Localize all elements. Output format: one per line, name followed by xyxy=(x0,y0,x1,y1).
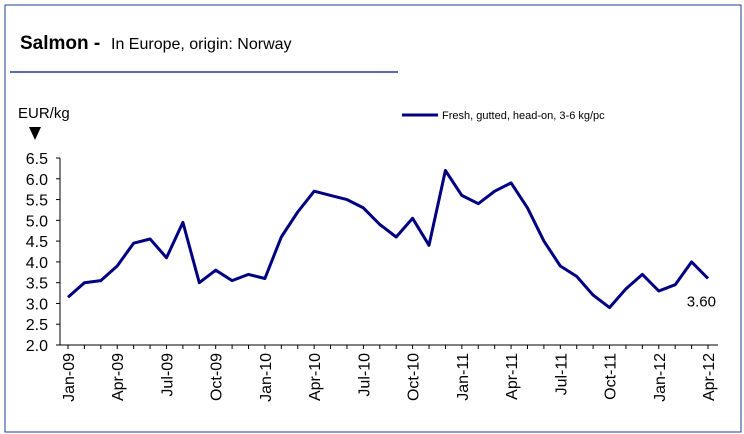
y-tick-label: 6.0 xyxy=(26,172,48,189)
x-tick-label: Jul-09 xyxy=(159,353,176,397)
y-axis-label: EUR/kg xyxy=(18,105,70,122)
x-tick-label: Jan-11 xyxy=(455,353,472,401)
y-tick-label: 5.5 xyxy=(26,193,48,210)
y-tick-label: 4.5 xyxy=(26,234,48,251)
y-tick-label: 3.0 xyxy=(26,296,48,313)
x-tick-label: Jan-10 xyxy=(258,353,275,402)
y-tick-label: 2.0 xyxy=(26,338,48,355)
data-line xyxy=(67,169,710,310)
data-label: 3.60 xyxy=(687,294,716,311)
x-tick-label: Apr-11 xyxy=(504,353,521,400)
y-tick-label: 6.5 xyxy=(26,151,48,168)
x-tick-label: Jan-12 xyxy=(652,353,669,402)
y-tick-label: 2.5 xyxy=(26,317,48,334)
chart-subtitle: In Europe, origin: Norway xyxy=(111,36,292,53)
x-tick-label: Jan-09 xyxy=(61,353,78,402)
x-tick-label: Apr-10 xyxy=(307,353,324,401)
x-tick-label: Jul-10 xyxy=(356,353,373,397)
y-tick-label: 3.5 xyxy=(26,276,48,293)
x-tick-label: Oct-09 xyxy=(209,353,226,401)
x-tick-label: Oct-10 xyxy=(406,353,423,401)
legend-label: Fresh, gutted, head-on, 3-6 kg/pc xyxy=(442,110,605,122)
y-tick-label: 4.0 xyxy=(26,255,48,272)
chart-title: Salmon - xyxy=(20,33,100,54)
x-tick-label: Jul-11 xyxy=(553,353,570,395)
x-tick-label: Apr-12 xyxy=(701,353,718,401)
arrow-icon xyxy=(29,127,41,140)
frame xyxy=(4,4,742,433)
y-tick-label: 5.0 xyxy=(26,213,48,230)
x-tick-label: Oct-11 xyxy=(603,353,620,400)
x-tick-label: Apr-09 xyxy=(110,353,127,401)
